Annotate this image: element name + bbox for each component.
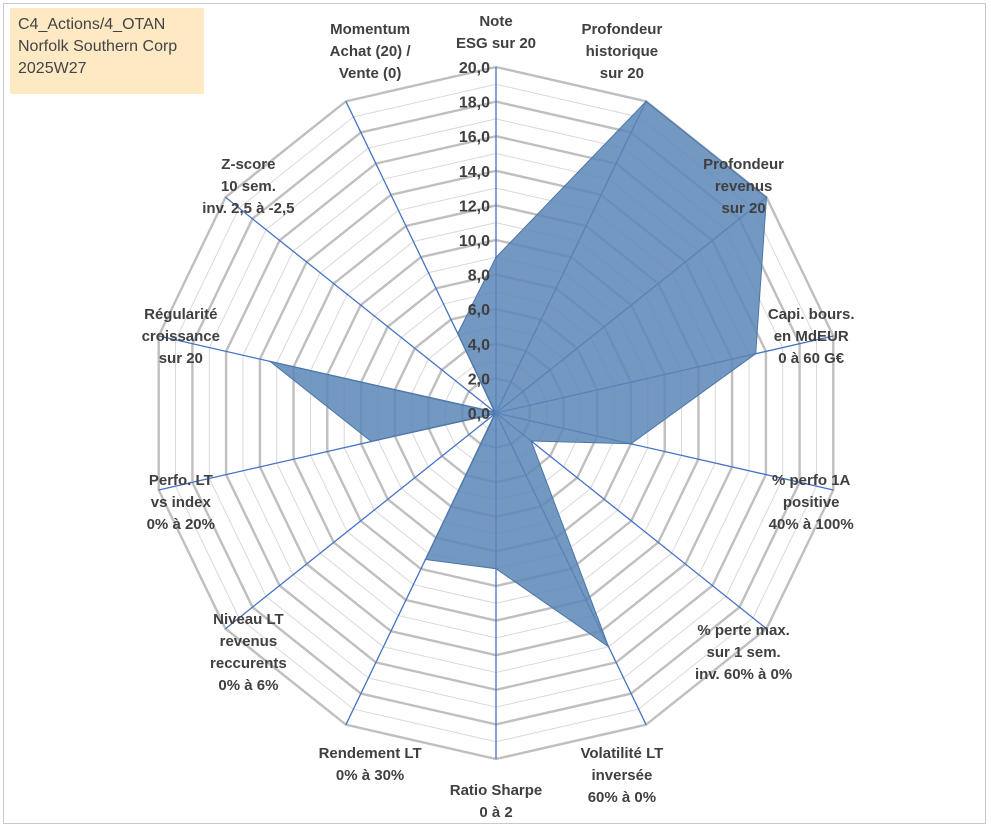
tick-label: 6,0 [468, 302, 490, 319]
series-point [495, 567, 497, 570]
series-point [493, 411, 496, 413]
series-point [630, 443, 632, 445]
radar-axis-labels: Note ESG sur 20 Profondeur historique sur 20… [142, 13, 855, 821]
title-line-1: C4_Actions/4_OTAN [18, 16, 166, 33]
series-point [370, 440, 373, 443]
axis-label: Niveau LT revenus reccurents 0% à 6% [210, 611, 287, 694]
tick-label: 20,0 [459, 60, 490, 77]
axis-label: Ratio Sharpe 0 à 2 [450, 782, 543, 821]
chart-frame [3, 3, 986, 824]
tick-label: 18,0 [459, 95, 490, 112]
radar-tick-labels: 0,0 2,0 4,0 6,0 8,0 10,0 12,0 14,0 16,0 18,0 20,0 [459, 60, 490, 423]
axis-label: Profondeur historique sur 20 [581, 21, 662, 82]
tick-label: 12,0 [459, 198, 490, 215]
series-point [754, 352, 757, 355]
axis-spoke [225, 412, 497, 630]
axis-label: Régularité croissance sur 20 [142, 306, 220, 367]
title-line-3: 2025W27 [18, 60, 87, 77]
axis-spoke [495, 412, 767, 630]
series-point [456, 332, 459, 335]
axis-label: Rendement LT 0% à 30% [319, 745, 422, 784]
axis-spoke [225, 196, 497, 414]
series-point [495, 256, 497, 259]
axis-label: Capi. bours. en MdEUR 0 à 60 G€ [768, 306, 855, 367]
tick-label: 16,0 [459, 129, 490, 146]
series-point [424, 558, 427, 561]
chart-title-box: C4_Actions/4_OTAN Norfolk Southern Corp … [10, 8, 204, 94]
axis-label: Momentum Achat (20) / Vente (0) [330, 21, 412, 82]
axis-label: Z-score 10 sem. inv. 2,5 à -2,5 [202, 156, 294, 217]
tick-label: 14,0 [459, 164, 490, 181]
axis-label: Profondeur revenus sur 20 [703, 156, 784, 217]
tick-label: 2,0 [468, 371, 490, 388]
series-point [765, 196, 768, 199]
series-point [645, 100, 647, 103]
tick-label: 4,0 [468, 337, 490, 354]
title-line-2: Norfolk Southern Corp [18, 38, 178, 55]
axis-label: % perte max. sur 1 sem. inv. 60% à 0% [695, 622, 792, 683]
radar-series [269, 100, 768, 649]
tick-label: 8,0 [468, 268, 490, 285]
tick-label: 0,0 [468, 406, 490, 423]
axis-label: Volatilité LT inversée 60% à 0% [581, 745, 664, 806]
series-point [530, 440, 532, 442]
series-area [269, 100, 768, 649]
axis-label: Perfo. LT vs index 0% à 20% [147, 472, 215, 533]
axis-label: % perfo 1A positive 40% à 100% [769, 472, 854, 533]
axis-label: Note ESG sur 20 [456, 13, 536, 52]
series-point [269, 360, 271, 363]
series-point [607, 646, 610, 648]
series-point [493, 413, 496, 415]
tick-label: 10,0 [459, 233, 490, 250]
